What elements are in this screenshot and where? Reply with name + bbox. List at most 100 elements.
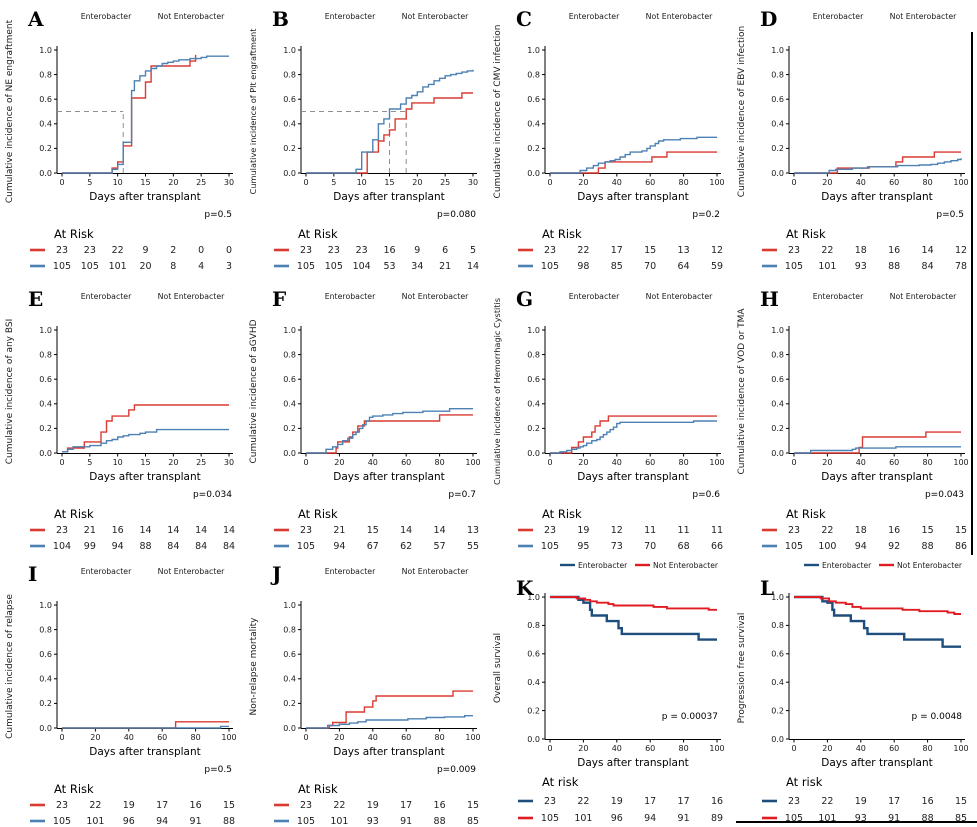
at-risk-value: 105 (297, 541, 315, 552)
at-risk-value: 20 (139, 261, 151, 272)
panel-C-chart: C Enterobacter Not Enterobacter Cumulative … (493, 7, 725, 272)
at-risk-value: 85 (611, 261, 623, 272)
p-value: p = 0.0048 (912, 712, 963, 722)
at-risk-row-group1: 23 22 19 17 16 15 (762, 796, 967, 807)
y-tick-label: 0.6 (39, 375, 52, 384)
at-risk-value: 14 (139, 525, 151, 536)
y-tick-label: 0.8 (39, 625, 52, 634)
at-risk-value: 23 (56, 525, 68, 536)
at-risk-value: 64 (678, 261, 690, 272)
p-value: p=0.6 (692, 490, 720, 500)
legend-label-not-enterobacter: Not Enterobacter (890, 12, 958, 21)
curve-not-enterobacter (550, 420, 717, 454)
y-tick-label: 0.8 (283, 350, 296, 359)
at-risk-value: 22 (112, 245, 124, 256)
x-tick-label: 40 (368, 458, 378, 467)
panel-I-chart: I Enterobacter Not Enterobacter Cumulative … (5, 562, 237, 827)
y-tick-label: 0.6 (527, 375, 540, 384)
legend-label-enterobacter: Enterobacter (569, 12, 620, 21)
at-risk-value: 23 (56, 245, 68, 256)
y-tick-label: 0.6 (39, 650, 52, 659)
p-value: p=0.080 (437, 210, 476, 220)
at-risk-value: 105 (785, 541, 803, 552)
x-tick-label: 15 (384, 178, 394, 187)
panel-letter: F (272, 287, 286, 311)
x-tick-label: 40 (612, 178, 622, 187)
y-tick-label: 0.2 (283, 699, 296, 708)
x-tick-label: 40 (368, 733, 378, 742)
y-tick-label: 1.0 (527, 46, 540, 55)
x-tick-label: 100 (709, 458, 724, 467)
x-axis-title: Days after transplant (577, 757, 689, 769)
at-risk-value: 0 (198, 245, 204, 256)
at-risk-value: 84 (223, 541, 235, 552)
at-risk-label: At Risk (786, 227, 826, 241)
at-risk-value: 22 (821, 245, 833, 256)
at-risk-value: 21 (84, 525, 96, 536)
at-risk-value: 88 (922, 541, 934, 552)
at-risk-row-group2: 105 101 93 88 84 78 (762, 261, 967, 272)
at-risk-value: 88 (139, 541, 151, 552)
panel-L-chart: L Enterobacter Not Enterobacter Progression… (737, 561, 969, 824)
y-tick-label: 1.0 (283, 326, 296, 335)
at-risk-value: 23 (544, 525, 556, 536)
at-risk-value: 15 (922, 525, 934, 536)
x-tick-label: 20 (578, 458, 588, 467)
y-tick-label: 0.4 (771, 120, 784, 129)
x-tick-label: 20 (168, 458, 178, 467)
y-tick-label: 1.0 (39, 326, 52, 335)
at-risk-value: 22 (577, 796, 589, 807)
at-risk-value: 62 (400, 541, 412, 552)
y-axis-title: Progression free survival (737, 613, 747, 724)
p-value: p=0.5 (204, 765, 232, 775)
at-risk-value: 2 (170, 245, 176, 256)
y-tick-label: 0.8 (527, 70, 540, 79)
y-tick-label: 1.0 (771, 326, 784, 335)
x-tick-label: 20 (822, 744, 832, 753)
at-risk-value: 94 (644, 813, 656, 824)
at-risk-value: 12 (955, 245, 967, 256)
at-risk-value: 17 (678, 796, 690, 807)
y-tick-label: 0.4 (283, 120, 296, 129)
legend-label-not-enterobacter: Not Enterobacter (402, 567, 470, 576)
y-tick-label: 0.4 (527, 400, 540, 409)
at-risk-value: 17 (400, 800, 412, 811)
at-risk-value: 23 (788, 796, 800, 807)
at-risk-value: 11 (678, 525, 690, 536)
legend-label-enterobacter: Enterobacter (81, 12, 132, 21)
at-risk-value: 105 (297, 816, 315, 827)
x-axis-title: Days after transplant (821, 471, 933, 483)
at-risk-row-group2: 105 105 101 20 8 4 3 (30, 261, 232, 272)
x-tick-label: 0 (547, 458, 552, 467)
at-risk-value: 14 (922, 245, 934, 256)
at-risk-value: 22 (333, 800, 345, 811)
panel-K-chart: K Enterobacter Not Enterobacter Overall sur… (493, 561, 725, 824)
at-risk-value: 23 (84, 245, 96, 256)
panel-L: L Enterobacter Not Enterobacter Progression… (732, 555, 977, 827)
y-tick-label: 0.4 (283, 400, 296, 409)
curve-not-enterobacter (306, 715, 473, 729)
at-risk-value: 96 (123, 816, 135, 827)
panel-A: A Enterobacter Not Enterobacter Cumulative … (0, 0, 244, 280)
x-tick-label: 20 (822, 458, 832, 467)
y-tick-label: 0.2 (39, 144, 52, 153)
at-risk-value: 23 (300, 245, 312, 256)
at-risk-value: 78 (955, 261, 967, 272)
at-risk-value: 105 (541, 813, 559, 824)
at-risk-value: 67 (367, 541, 379, 552)
y-axis-title: Cumulative incidence of any BSI (5, 319, 15, 465)
at-risk-value: 88 (888, 261, 900, 272)
at-risk-label: At Risk (298, 227, 338, 241)
curve-enterobacter (306, 690, 473, 729)
y-tick-label: 0.6 (527, 650, 540, 659)
p-value: p=0.034 (193, 490, 232, 500)
x-tick-label: 80 (679, 744, 689, 753)
x-tick-label: 60 (889, 744, 899, 753)
at-risk-value: 101 (86, 816, 104, 827)
x-axis-title: Days after transplant (333, 471, 445, 483)
y-tick-label: 0.4 (39, 675, 52, 684)
at-risk-value: 13 (678, 245, 690, 256)
at-risk-value: 101 (330, 816, 348, 827)
